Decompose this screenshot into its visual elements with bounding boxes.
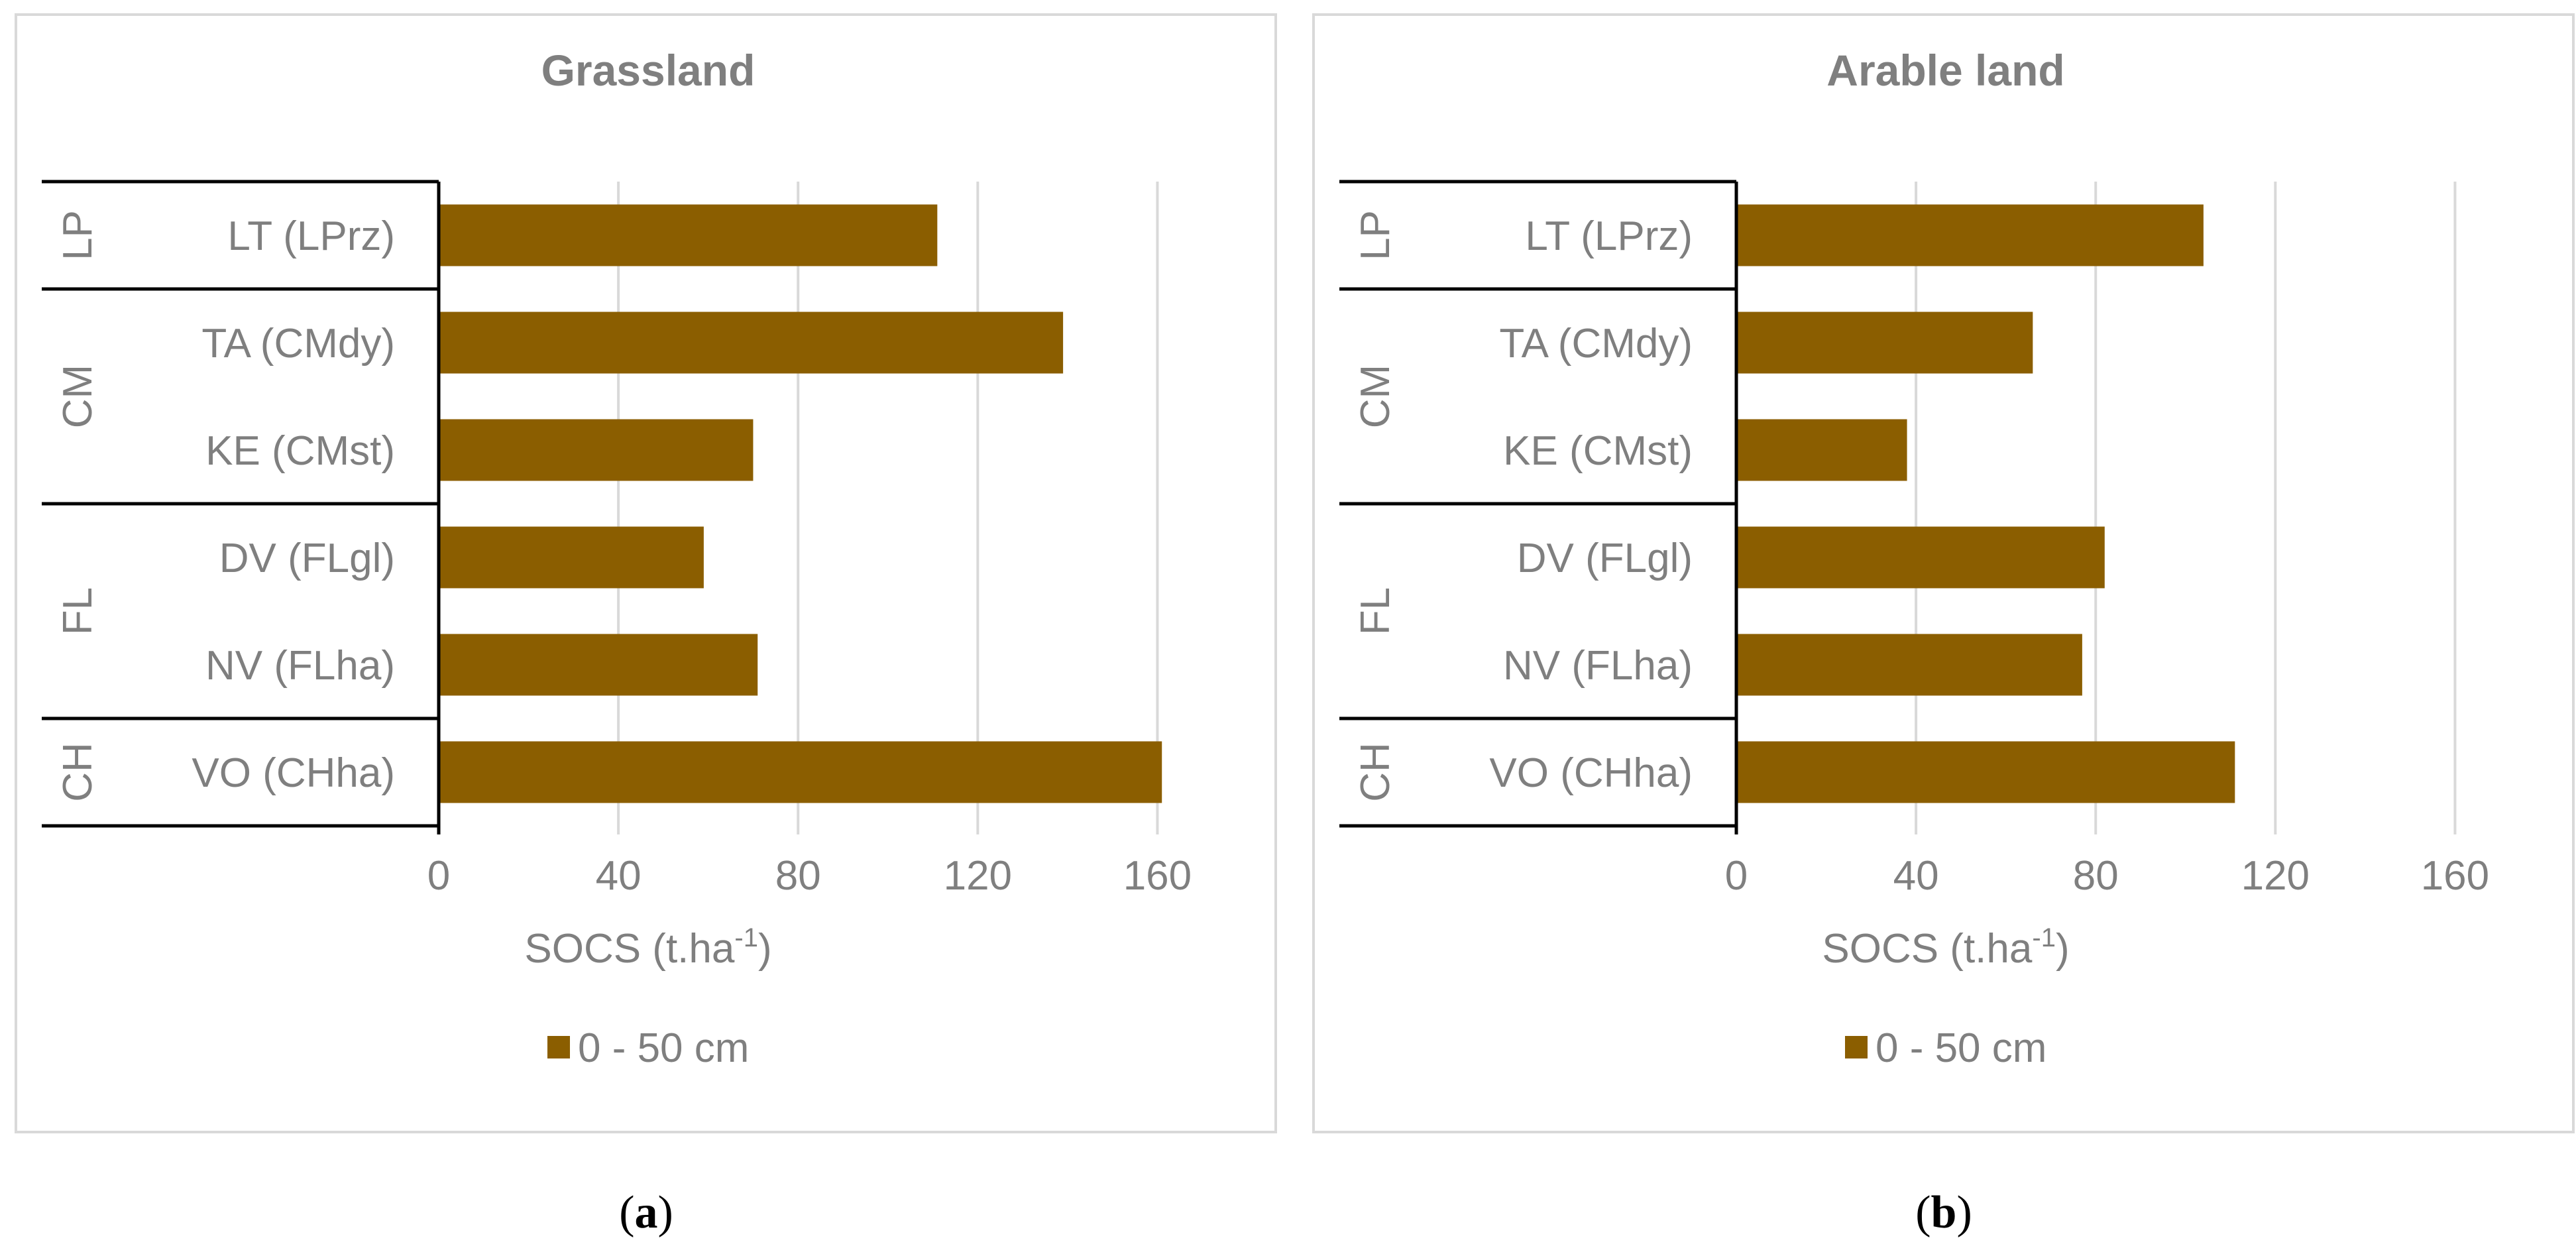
x-tick-label: 120 bbox=[944, 853, 1012, 899]
x-tick-label: 40 bbox=[1893, 853, 1939, 899]
x-tick-label: 40 bbox=[596, 853, 642, 899]
category-label: DV (FLgl) bbox=[1517, 536, 1693, 581]
bar bbox=[1736, 419, 1907, 481]
group-label: CM bbox=[55, 365, 101, 428]
chart-title: Grassland bbox=[541, 46, 756, 95]
x-tick-label: 0 bbox=[427, 853, 450, 899]
caption-b-close: ) bbox=[1956, 1187, 1972, 1238]
bar bbox=[1736, 526, 2105, 589]
x-axis-label-sup: -1 bbox=[734, 923, 758, 952]
group-label: FL bbox=[55, 587, 101, 635]
x-axis-label-end: ) bbox=[758, 926, 772, 972]
category-label: VO (CHha) bbox=[192, 750, 395, 796]
category-label: KE (CMst) bbox=[1503, 428, 1693, 474]
category-label: DV (FLgl) bbox=[219, 536, 395, 581]
category-label: NV (FLha) bbox=[1503, 643, 1693, 689]
legend-label: 0 - 50 cm bbox=[1876, 1025, 2046, 1071]
chart-panel-arable-land: Arable land 0 40 80 120 160 LT (LPrz) TA (CMdy)… bbox=[1312, 13, 2575, 1133]
x-axis-label: SOCS (t.ha-1) bbox=[1822, 923, 2069, 972]
category-label: NV (FLha) bbox=[205, 643, 395, 689]
category-label: TA (CMdy) bbox=[1499, 321, 1693, 367]
bar bbox=[1736, 204, 2204, 266]
chart-svg-arable-land: Arable land 0 40 80 120 160 LT (LPrz) TA (CMdy)… bbox=[1339, 46, 2489, 1071]
x-tick-label: 160 bbox=[1123, 853, 1192, 899]
bar bbox=[439, 419, 754, 481]
x-axis-label: SOCS (t.ha-1) bbox=[524, 923, 771, 972]
group-label: FL bbox=[1353, 587, 1398, 635]
chart-panel-grassland: Grassland 0 40 80 120 160 LT (LPrz) TA (CMdy) KE… bbox=[15, 13, 1277, 1133]
x-tick-label: 0 bbox=[1725, 853, 1748, 899]
caption-a-letter: a bbox=[634, 1187, 658, 1238]
x-axis-label-main: SOCS (t.ha bbox=[524, 926, 735, 972]
x-tick-label: 120 bbox=[2241, 853, 2310, 899]
x-axis-label-end: ) bbox=[2056, 926, 2070, 972]
group-label: LP bbox=[1353, 210, 1398, 260]
bar bbox=[439, 204, 938, 266]
bar bbox=[1736, 634, 2082, 696]
group-label: LP bbox=[55, 210, 101, 260]
x-axis-label-main: SOCS (t.ha bbox=[1822, 926, 2033, 972]
x-axis-label-sup: -1 bbox=[2032, 923, 2056, 952]
category-label: TA (CMdy) bbox=[201, 321, 395, 367]
category-label: KE (CMst) bbox=[205, 428, 395, 474]
legend-swatch bbox=[547, 1036, 570, 1058]
category-label: VO (CHha) bbox=[1489, 750, 1693, 796]
bar bbox=[439, 741, 1162, 803]
category-label: LT (LPrz) bbox=[1525, 213, 1693, 259]
chart-title: Arable land bbox=[1826, 46, 2064, 95]
caption-a: (a) bbox=[580, 1186, 712, 1239]
category-label: LT (LPrz) bbox=[227, 213, 395, 259]
x-tick-label: 160 bbox=[2421, 853, 2489, 899]
caption-a-open: ( bbox=[619, 1187, 635, 1238]
group-label: CH bbox=[55, 742, 101, 802]
caption-b: (b) bbox=[1877, 1186, 2010, 1239]
group-label: CM bbox=[1353, 365, 1398, 428]
bar bbox=[439, 312, 1064, 374]
caption-a-close: ) bbox=[657, 1187, 673, 1238]
bar bbox=[1736, 312, 2033, 374]
caption-b-open: ( bbox=[1915, 1187, 1931, 1238]
x-tick-label: 80 bbox=[775, 853, 821, 899]
legend-swatch bbox=[1845, 1036, 1868, 1058]
bar bbox=[1736, 741, 2235, 803]
bar bbox=[439, 526, 704, 589]
group-label: CH bbox=[1353, 742, 1398, 802]
x-tick-label: 80 bbox=[2073, 853, 2119, 899]
legend-label: 0 - 50 cm bbox=[578, 1025, 749, 1071]
bar bbox=[439, 634, 758, 696]
caption-b-letter: b bbox=[1931, 1187, 1957, 1238]
chart-svg-grassland: Grassland 0 40 80 120 160 LT (LPrz) TA (CMdy) KE… bbox=[42, 46, 1192, 1071]
